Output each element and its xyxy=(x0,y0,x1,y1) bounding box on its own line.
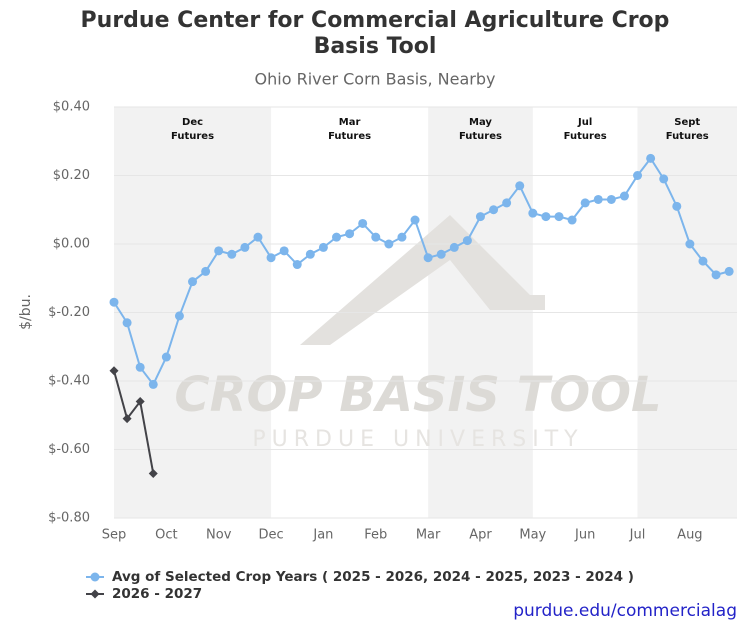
x-tick-label: Nov xyxy=(206,528,232,543)
band-label: Mar xyxy=(339,117,361,128)
y-tick-label: $-0.20 xyxy=(48,305,90,320)
y-tick-label: $0.20 xyxy=(53,168,90,183)
marker xyxy=(135,362,145,372)
marker xyxy=(135,397,145,407)
marker xyxy=(305,249,315,259)
y-tick-label: $0.40 xyxy=(53,100,90,115)
marker xyxy=(449,242,459,252)
marker xyxy=(201,266,211,276)
marker xyxy=(489,205,499,215)
band-label: Futures xyxy=(328,131,371,142)
marker xyxy=(188,277,198,287)
watermark-title: CROP BASIS TOOL xyxy=(174,367,661,423)
marker xyxy=(633,171,643,180)
credit-link[interactable]: purdue.edu/commercialag xyxy=(513,601,737,621)
marker xyxy=(580,198,590,208)
band-label: Futures xyxy=(171,131,214,142)
x-tick-label: Sep xyxy=(102,528,127,543)
marker xyxy=(90,572,100,582)
x-tick-label: Feb xyxy=(364,528,387,543)
y-tick-label: $0.00 xyxy=(53,237,90,252)
marker xyxy=(109,297,119,307)
marker xyxy=(593,194,603,204)
marker xyxy=(266,253,276,263)
x-tick-label: May xyxy=(519,528,546,543)
x-tick-label: Jun xyxy=(574,528,595,543)
marker xyxy=(423,253,433,263)
marker xyxy=(711,270,721,280)
marker xyxy=(528,208,538,218)
y-tick-label: $-0.80 xyxy=(48,511,90,526)
marker xyxy=(554,212,564,222)
marker xyxy=(462,236,472,246)
marker xyxy=(606,194,616,204)
x-tick-label: Oct xyxy=(155,528,177,543)
marker xyxy=(345,229,355,239)
marker xyxy=(109,366,119,376)
y-tick-label: $-0.60 xyxy=(48,442,90,457)
marker xyxy=(659,174,669,184)
marker xyxy=(371,232,381,242)
marker xyxy=(240,242,250,252)
marker xyxy=(384,239,394,249)
band-label: May xyxy=(469,117,492,128)
band-label: Futures xyxy=(666,131,709,142)
marker xyxy=(318,242,328,252)
legend-layer: Avg of Selected Crop Years ( 2025 - 2026… xyxy=(86,569,634,602)
marker xyxy=(502,198,512,208)
x-tick-label: Jul xyxy=(629,528,646,543)
marker xyxy=(646,153,656,163)
legend-label: Avg of Selected Crop Years ( 2025 - 2026… xyxy=(112,569,634,585)
marker xyxy=(698,256,708,266)
marker xyxy=(541,212,551,222)
x-tick-label: Jan xyxy=(312,528,333,543)
marker xyxy=(292,260,302,270)
band-label: Sept xyxy=(674,117,700,128)
marker xyxy=(161,352,171,362)
marker xyxy=(279,246,289,256)
marker xyxy=(122,414,132,424)
band-label: Futures xyxy=(564,131,607,142)
series-line xyxy=(113,370,155,474)
chart-subtitle: Ohio River Corn Basis, Nearby xyxy=(255,70,496,89)
marker xyxy=(214,246,224,256)
marker xyxy=(724,266,734,276)
x-tick-label: Aug xyxy=(677,528,702,543)
marker xyxy=(90,589,100,599)
lines-layer xyxy=(109,153,734,478)
x-tick-label: Apr xyxy=(469,528,492,543)
marker xyxy=(436,249,446,259)
marker xyxy=(619,191,629,201)
x-tick-label: Dec xyxy=(258,528,283,543)
marker xyxy=(227,249,237,259)
marker xyxy=(672,201,682,211)
labels-layer: $0.40 $0.20 $0.00 $-0.20 $-0.40 $-0.60 $-0.80 S… xyxy=(48,100,702,543)
marker xyxy=(332,232,341,242)
y-axis-label: $/bu. xyxy=(18,294,34,330)
marker xyxy=(122,318,132,328)
chart-title: Purdue Center for Commercial Agriculture… xyxy=(80,8,670,59)
marker xyxy=(567,215,577,225)
marker xyxy=(148,468,158,478)
grid-layer xyxy=(114,106,737,519)
x-tick-label: Mar xyxy=(416,528,441,543)
marker xyxy=(253,232,263,242)
marker xyxy=(148,379,158,389)
marker xyxy=(475,212,485,222)
y-tick-label: $-0.40 xyxy=(48,374,90,389)
marker xyxy=(685,239,695,249)
marker xyxy=(410,215,420,225)
marker xyxy=(358,218,368,228)
band-label: Jul xyxy=(577,117,592,128)
marker xyxy=(397,232,407,242)
band-label: Dec xyxy=(182,117,203,128)
watermark-subtitle: PURDUE UNIVERSITY xyxy=(252,427,583,452)
marker xyxy=(174,311,184,321)
marker xyxy=(515,181,525,191)
band-label: Futures xyxy=(459,131,502,142)
legend-label: 2026 - 2027 xyxy=(112,586,202,602)
